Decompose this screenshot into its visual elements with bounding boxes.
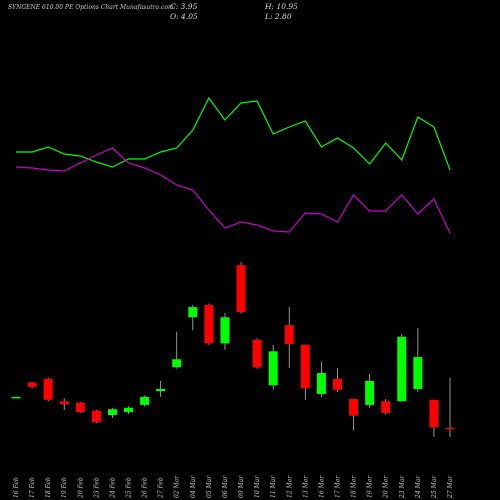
x-tick-label: 27 Mar [447, 475, 454, 499]
x-tick-label: 02 Mar [174, 475, 181, 498]
candle-body [107, 409, 117, 416]
x-tick-label: 23 Mar [399, 475, 406, 499]
candle-body [365, 380, 375, 405]
candle-body [429, 399, 439, 428]
candle-body [204, 304, 214, 344]
x-tick-label: 20 Mar [383, 475, 390, 499]
candle-body [140, 396, 150, 405]
close-label: C: 3.95 [170, 2, 198, 11]
candle-body [75, 402, 85, 413]
low-label: L: 2.80 [264, 12, 292, 21]
candle-body [124, 407, 134, 413]
x-tick-label: 26 Feb [142, 477, 149, 499]
candle-body [236, 265, 246, 313]
candle-body [332, 378, 342, 390]
x-tick-label: 27 Feb [158, 477, 165, 499]
chart-title: SYNGENE 610.00 PE Options Chart Munafasu… [8, 4, 174, 11]
x-tick-label: 12 Mar [286, 475, 293, 498]
open-label: O: 4.05 [170, 12, 198, 21]
candle-body [413, 357, 423, 389]
candle-body [397, 336, 407, 402]
candle-body [172, 359, 182, 368]
x-tick-label: 11 Mar [270, 475, 277, 498]
candle-body [156, 388, 166, 392]
x-tick-label: 19 Feb [61, 477, 68, 498]
candle-body [252, 339, 262, 368]
x-tick-label: 17 Mar [334, 475, 341, 498]
x-tick-label: 17 Feb [29, 477, 36, 498]
candle-body [349, 399, 359, 416]
candle-body [188, 307, 198, 318]
candle-body [445, 427, 455, 430]
candle-body [11, 396, 21, 399]
x-tick-label: 16 Feb [13, 477, 20, 498]
x-tick-label: 25 Feb [126, 477, 133, 499]
x-tick-label: 18 Mar [351, 475, 358, 498]
candle-body [284, 325, 294, 345]
candle-body [59, 401, 69, 405]
x-tick-label: 18 Feb [45, 477, 52, 498]
candle-body [43, 378, 53, 400]
indicator-line [15, 147, 451, 234]
candle-body [381, 401, 391, 413]
x-tick-label: 06 Mar [222, 475, 229, 498]
x-tick-label: 05 Mar [206, 475, 213, 498]
x-tick-label: 24 Feb [109, 477, 116, 499]
high-label: H: 10.95 [264, 2, 298, 11]
x-tick-label: 19 Mar [367, 475, 374, 498]
candle-body [91, 410, 101, 423]
x-tick-label: 25 Mar [431, 475, 438, 499]
x-tick-label: 04 Mar [190, 475, 197, 498]
x-tick-label: 20 Feb [77, 477, 84, 499]
candle-body [268, 351, 278, 386]
x-tick-label: 09 Mar [238, 475, 245, 498]
candle-body [220, 317, 230, 344]
candle-body [316, 373, 326, 395]
candle-body [300, 344, 310, 389]
x-tick-label: 24 Mar [415, 475, 422, 499]
candle-body [27, 382, 37, 387]
x-tick-label: 13 Mar [302, 475, 309, 498]
x-tick-label: 10 Mar [254, 475, 261, 498]
x-tick-label: 23 Feb [93, 477, 100, 499]
x-tick-label: 16 Mar [318, 475, 325, 498]
